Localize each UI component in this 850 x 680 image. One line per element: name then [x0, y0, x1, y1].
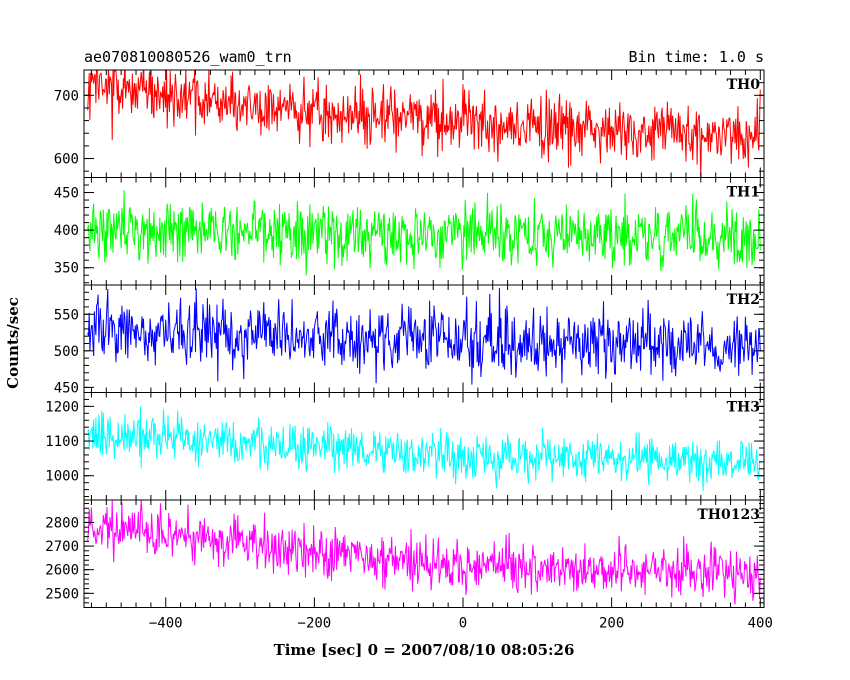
bin-time-label: Bin time: 1.0 s — [629, 48, 764, 66]
x-tick-label: 0 — [459, 616, 467, 632]
y-tick-label: 450 — [54, 186, 79, 202]
panel-frame — [83, 499, 765, 608]
x-tick-label: 200 — [599, 616, 624, 632]
y-tick-label: 500 — [54, 344, 79, 360]
y-tick-label: 600 — [54, 152, 79, 168]
series-line-th1 — [87, 190, 761, 276]
y-axis-label: Counts/sec — [4, 297, 22, 389]
series-line-th0123 — [87, 500, 761, 605]
y-tick-label: 400 — [54, 223, 79, 239]
panel-label: TH3 — [727, 400, 760, 416]
y-tick-label: 1100 — [45, 434, 79, 450]
series-line-th0 — [87, 70, 761, 178]
series-line-th2 — [87, 287, 761, 385]
y-tick-label: 2500 — [45, 586, 79, 602]
panel-th0: 600 700 TH0 — [54, 69, 765, 178]
y-tick-label: 2600 — [45, 563, 79, 579]
panel-th2: 450 500 550 TH2 — [54, 284, 765, 396]
x-tick-label: 400 — [748, 616, 773, 632]
y-tick-label: 1200 — [45, 399, 79, 415]
y-tick-label: 550 — [54, 307, 79, 323]
y-tick-label: 2800 — [45, 515, 79, 531]
x-tick-label: −400 — [149, 616, 183, 632]
panels-group: 600 700 TH0 350 400 450 TH1 450 500 550 TH2 1000 110… — [45, 69, 765, 608]
y-tick-label: 450 — [54, 380, 79, 396]
x-axis-label: Time [sec] 0 = 2007/08/10 08:05:26 — [274, 641, 575, 659]
panel-frame — [83, 392, 765, 501]
y-tick-label: 2700 — [45, 539, 79, 555]
y-tick-label: 350 — [54, 261, 79, 277]
panel-label: TH0123 — [697, 507, 760, 523]
x-tick-labels: −400 −200 0 200 400 — [149, 616, 773, 632]
panel-label: TH1 — [727, 185, 760, 201]
x-tick-label: −200 — [298, 616, 332, 632]
y-tick-label: 700 — [54, 88, 79, 104]
chart-title: ae070810080526_wam0_trn — [84, 48, 292, 66]
series-line-th3 — [87, 406, 761, 492]
y-tick-label: 1000 — [45, 469, 79, 485]
panel-th1: 350 400 450 TH1 — [54, 177, 765, 286]
panel-th0123: 2500 2600 2700 2800 TH0123 — [45, 499, 765, 608]
panel-th3: 1000 1100 1200 TH3 — [45, 392, 765, 501]
panel-label: TH2 — [727, 292, 760, 308]
panel-label: TH0 — [727, 77, 761, 93]
